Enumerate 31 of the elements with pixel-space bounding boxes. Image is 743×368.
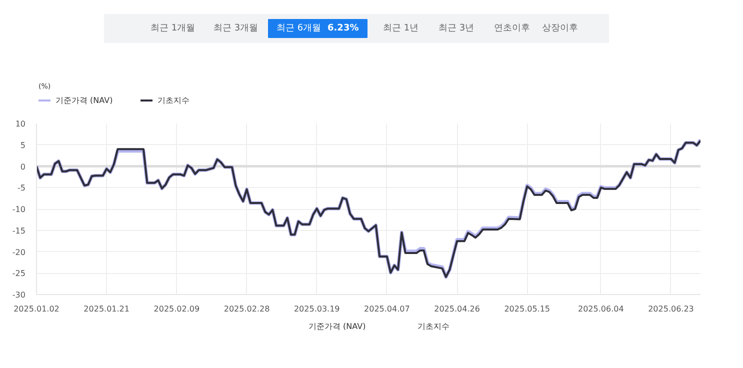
text: 연초이후 xyxy=(494,24,530,34)
text: 6.23% xyxy=(328,24,359,34)
text: 기초지수 xyxy=(418,322,450,331)
x-tick-label: 2025.03.19 xyxy=(294,304,340,314)
text: 최근 3개월 xyxy=(214,24,258,34)
y-tick-label: 5 xyxy=(20,140,26,150)
text: 상장이후 xyxy=(542,24,578,34)
y-tick-label: -30 xyxy=(12,290,26,300)
text: 최근 1년 xyxy=(383,24,419,34)
x-tick-label: 2025.04.07 xyxy=(364,304,410,314)
y-tick-label: -15 xyxy=(12,226,26,236)
y-tick-label: 0 xyxy=(20,162,26,172)
legend-label: 기준가격 (NAV) xyxy=(56,96,113,105)
legend-label: 기초지수 xyxy=(158,96,190,105)
x-tick-label: 2025.04.26 xyxy=(434,304,480,314)
x-tick-label: 2025.02.28 xyxy=(224,304,270,314)
x-tick-label: 2025.06.23 xyxy=(648,304,694,314)
y-tick-label: -25 xyxy=(12,269,26,278)
text: 기준가격 (NAV) xyxy=(308,322,366,331)
y-tick-label: -10 xyxy=(12,205,26,214)
x-tick-label: 2025.05.15 xyxy=(504,304,550,314)
x-tick-label: 2025.02.09 xyxy=(154,304,200,314)
x-tick-label: 2025.01.21 xyxy=(84,304,130,314)
y-tick-label: -20 xyxy=(12,248,26,257)
y-tick-label: -5 xyxy=(18,184,26,193)
text: 최근 1개월 xyxy=(150,24,196,34)
text: 최근 6개월 xyxy=(276,24,322,34)
y-tick-label: 10 xyxy=(15,120,26,128)
x-tick-label: 2025.01.02 xyxy=(14,304,60,314)
x-tick-label: 2025.06.04 xyxy=(578,304,624,314)
text: 최근 3년 xyxy=(438,24,474,34)
